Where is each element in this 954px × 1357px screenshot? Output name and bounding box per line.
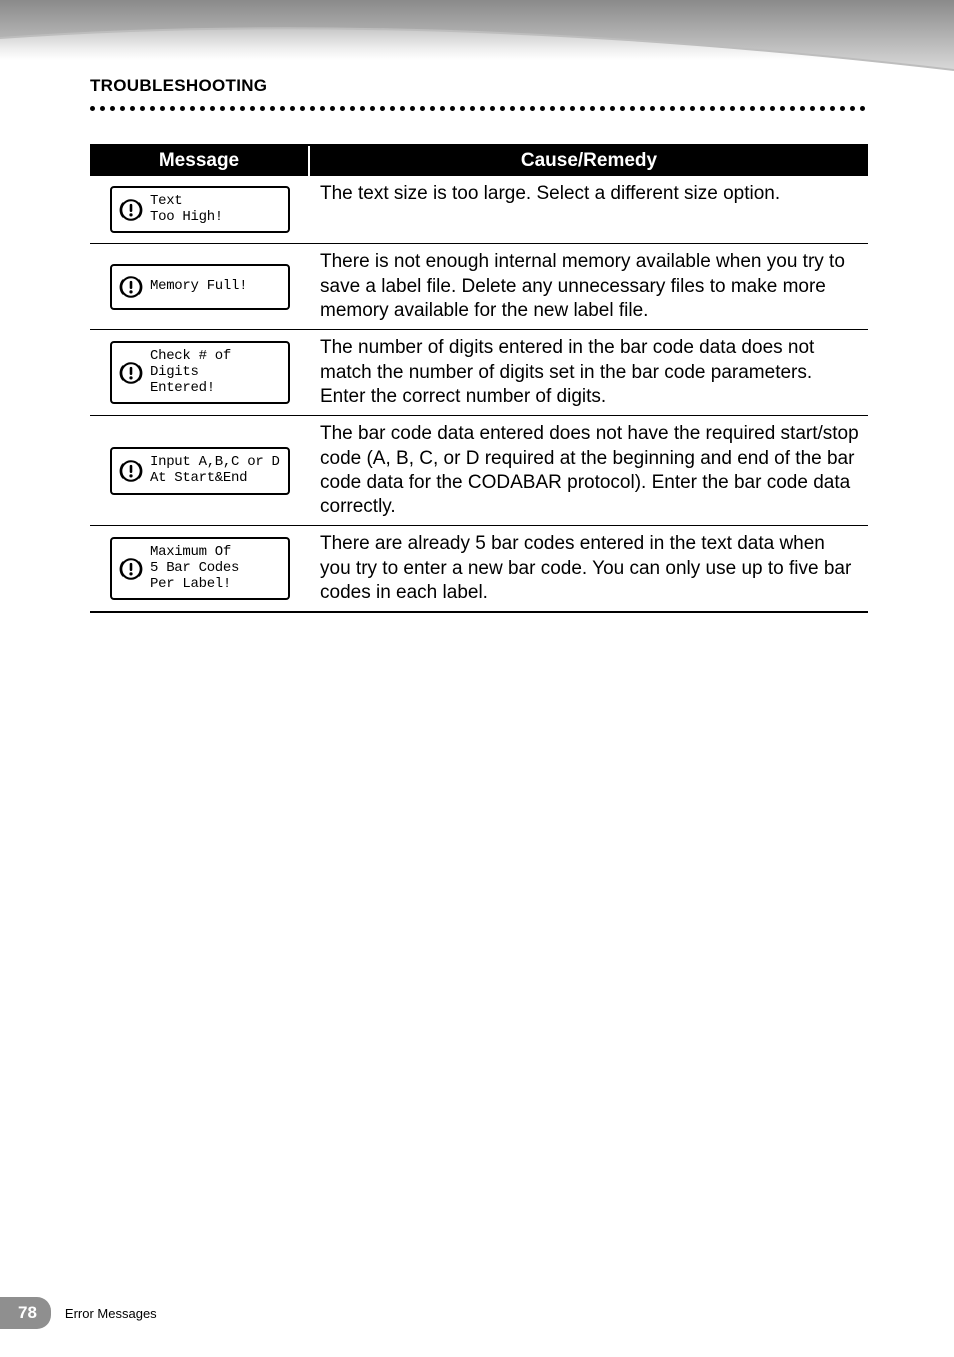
dotted-rule bbox=[90, 98, 870, 104]
footer: 78 Error Messages bbox=[0, 1297, 157, 1329]
lcd-text: Check # of Digits Entered! bbox=[150, 349, 231, 396]
troubleshooting-table: Message Cause/Remedy Text Too High! The t… bbox=[90, 144, 868, 613]
message-cell: Input A,B,C or D At Start&End bbox=[90, 416, 310, 525]
table-header-row: Message Cause/Remedy bbox=[90, 146, 868, 176]
table-row: Input A,B,C or D At Start&End The bar cod… bbox=[90, 416, 868, 526]
lcd-message-box: Check # of Digits Entered! bbox=[110, 341, 290, 404]
message-cell: Text Too High! bbox=[90, 176, 310, 243]
remedy-cell: The number of digits entered in the bar … bbox=[310, 330, 868, 415]
warning-icon bbox=[118, 458, 144, 484]
header-gradient bbox=[0, 0, 954, 60]
lcd-text: Maximum Of 5 Bar Codes Per Label! bbox=[150, 545, 239, 592]
warning-icon bbox=[118, 274, 144, 300]
footer-label: Error Messages bbox=[65, 1306, 157, 1321]
lcd-text: Text Too High! bbox=[150, 194, 223, 225]
lcd-message-box: Text Too High! bbox=[110, 186, 290, 233]
warning-icon bbox=[118, 197, 144, 223]
section-title: TROUBLESHOOTING bbox=[90, 76, 267, 96]
table-body: Text Too High! The text size is too large… bbox=[90, 176, 868, 612]
message-cell: Maximum Of 5 Bar Codes Per Label! bbox=[90, 526, 310, 611]
remedy-cell: There is not enough internal memory avai… bbox=[310, 244, 868, 329]
remedy-cell: The bar code data entered does not have … bbox=[310, 416, 868, 525]
lcd-message-box: Input A,B,C or D At Start&End bbox=[110, 447, 290, 494]
table-row: Check # of Digits Entered! The number of … bbox=[90, 330, 868, 416]
table-row: Memory Full! There is not enough internal… bbox=[90, 244, 868, 330]
page-number-tab: 78 bbox=[0, 1297, 51, 1329]
table-row: Maximum Of 5 Bar Codes Per Label! There a… bbox=[90, 526, 868, 612]
table-header-message: Message bbox=[90, 146, 310, 176]
remedy-cell: There are already 5 bar codes entered in… bbox=[310, 526, 868, 611]
lcd-text: Memory Full! bbox=[150, 279, 247, 295]
lcd-text: Input A,B,C or D At Start&End bbox=[150, 455, 280, 486]
warning-icon bbox=[118, 556, 144, 582]
table-header-remedy: Cause/Remedy bbox=[310, 146, 868, 176]
message-cell: Memory Full! bbox=[90, 244, 310, 329]
remedy-cell: The text size is too large. Select a dif… bbox=[310, 176, 868, 243]
warning-icon bbox=[118, 360, 144, 386]
lcd-message-box: Memory Full! bbox=[110, 264, 290, 310]
message-cell: Check # of Digits Entered! bbox=[90, 330, 310, 415]
lcd-message-box: Maximum Of 5 Bar Codes Per Label! bbox=[110, 537, 290, 600]
page: TROUBLESHOOTING Message Cause/Remedy Tex… bbox=[0, 0, 954, 1357]
table-row: Text Too High! The text size is too large… bbox=[90, 176, 868, 244]
